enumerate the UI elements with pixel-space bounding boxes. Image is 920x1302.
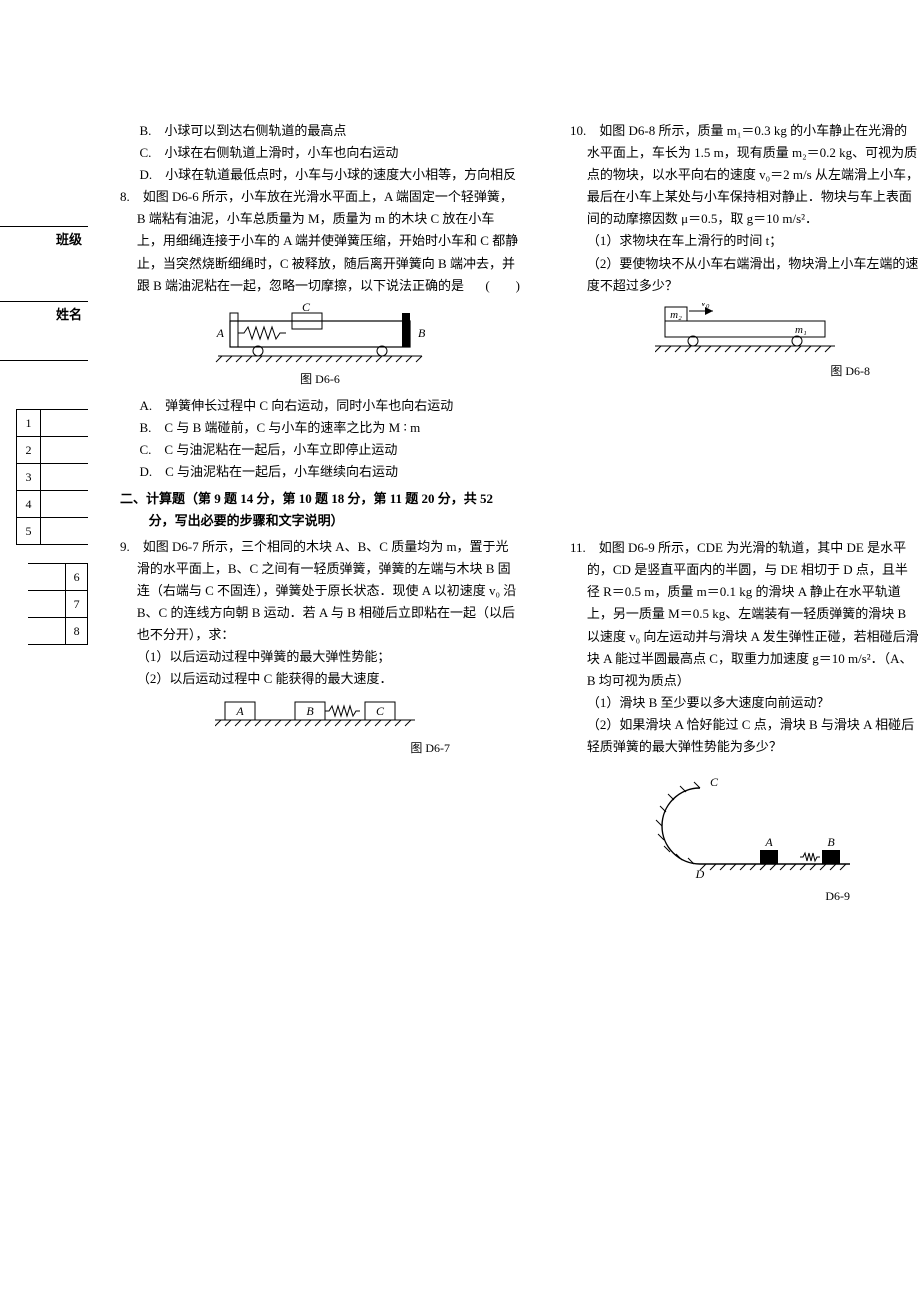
svg-text:C: C — [710, 775, 719, 789]
column-right: 10. 如图 D6-8 所示，质量 m₁＝0.3 kg 的小车静止在光滑的水平面… — [570, 120, 920, 912]
figure-d6-7: A B C — [120, 696, 520, 736]
svg-text:B: B — [827, 835, 835, 849]
svg-text:B: B — [306, 704, 314, 718]
figure-d6-6-caption: 图 D6-6 — [120, 369, 520, 389]
svg-text:D: D — [695, 867, 705, 881]
svg-text:v₀: v₀ — [701, 303, 710, 309]
q10-part2: （2）要使物块不从小车右端滑出，物块滑上小车左端的速度不超过多少？ — [570, 253, 920, 297]
q9-part1: （1）以后运动过程中弹簧的最大弹性势能； — [120, 646, 520, 668]
q11-part1: （1）滑块 B 至少要以多大速度向前运动？ — [570, 692, 920, 714]
figure-d6-7-caption: 图 D6-7 — [120, 738, 520, 758]
q7-option-b: B. 小球可以到达右侧轨道的最高点 — [120, 120, 520, 142]
section-2-heading: 二、计算题（第 9 题 14 分，第 10 题 18 分，第 11 题 20 分… — [120, 488, 520, 532]
q8-stem: 8. 如图 D6-6 所示，小车放在光滑水平面上，A 端固定一个轻弹簧，B 端粘… — [120, 186, 520, 296]
q11-part2: （2）如果滑块 A 恰好能过 C 点，滑块 B 与滑块 A 相碰后轻质弹簧的最大… — [570, 714, 920, 758]
svg-text:A: A — [216, 326, 225, 340]
q7-option-c: C. 小球在右侧轨道上滑时，小车也向右运动 — [120, 142, 520, 164]
svg-text:C: C — [376, 704, 385, 718]
q9-part2: （2）以后运动过程中 C 能获得的最大速度． — [120, 668, 520, 690]
q8-option-b: B. C 与 B 端碰前，C 与小车的速率之比为 M ∶ m — [120, 417, 520, 439]
svg-text:C: C — [302, 303, 311, 314]
q7-option-d: D. 小球在轨道最低点时，小车与小球的速度大小相等，方向相反 — [120, 164, 520, 186]
figure-d6-8: m₂ v₀ m₁ — [570, 303, 920, 359]
svg-text:A: A — [235, 704, 244, 718]
figure-d6-9: C D A B — [570, 764, 920, 884]
svg-text:B: B — [418, 326, 426, 340]
figure-d6-9-caption: D6-9 — [570, 886, 920, 906]
figure-d6-6: C A B — [120, 303, 520, 367]
answer-paren: ( ) — [502, 275, 520, 297]
q8-option-a: A. 弹簧伸长过程中 C 向右运动，同时小车也向右运动 — [120, 395, 520, 417]
q8-option-c: C. C 与油泥粘在一起后，小车立即停止运动 — [120, 439, 520, 461]
score-grid-1: 1 2 3 4 5 — [16, 409, 88, 545]
svg-text:m₁: m₁ — [795, 324, 807, 336]
q8-option-d: D. C 与油泥粘在一起后，小车继续向右运动 — [120, 461, 520, 483]
q8-stem-text: 8. 如图 D6-6 所示，小车放在光滑水平面上，A 端固定一个轻弹簧，B 端粘… — [120, 189, 518, 292]
q11-stem: 11. 如图 D6-9 所示，CDE 为光滑的轨道，其中 DE 是水平的，CD … — [570, 537, 920, 692]
q9-stem: 9. 如图 D6-7 所示，三个相同的木块 A、B、C 质量均为 m，置于光滑的… — [120, 536, 520, 646]
q10-part1: （1）求物块在车上滑行的时间 t； — [570, 230, 920, 252]
figure-d6-8-caption: 图 D6-8 — [570, 361, 920, 381]
svg-text:m₂: m₂ — [670, 309, 682, 321]
class-label: 班级 — [0, 226, 88, 251]
exam-sidebar: 班级 姓名 1 2 3 4 5 6 7 8 — [0, 214, 88, 645]
score-grid-2: 6 7 8 — [28, 563, 88, 645]
q10-stem: 10. 如图 D6-8 所示，质量 m₁＝0.3 kg 的小车静止在光滑的水平面… — [570, 120, 920, 230]
name-label: 姓名 — [0, 301, 88, 326]
svg-text:A: A — [764, 835, 773, 849]
column-left: B. 小球可以到达右侧轨道的最高点 C. 小球在右侧轨道上滑时，小车也向右运动 … — [120, 120, 520, 765]
